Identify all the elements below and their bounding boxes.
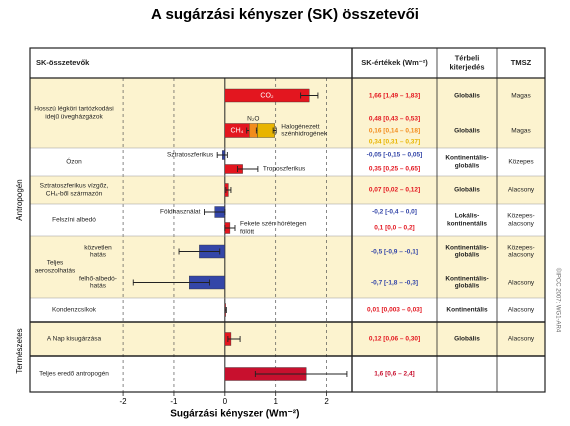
value-label: 1,6 [0,6 – 2,4] [374, 370, 415, 378]
value-label: 0,16 [0,14 – 0,18] [368, 126, 421, 134]
bar [257, 123, 275, 138]
value-label: 1,66 [1,49 – 1,83] [368, 91, 421, 99]
error-bar [224, 307, 227, 313]
value-label: -0,5 [-0,9 – -0,1] [371, 247, 418, 255]
confidence-level: Közepes-alacsony [507, 244, 535, 259]
value-label: 0,48 [0,43 – 0,53] [368, 115, 421, 123]
column-header: TMSZ [510, 57, 532, 67]
chart-title: A sugárzási kényszer (SK) összetevői [151, 6, 419, 23]
value-label: 0,01 [0,003 – 0,03] [367, 306, 422, 314]
bar-label: Földhasználat [160, 208, 201, 216]
confidence-level: Közepes-alacsony [507, 212, 535, 228]
error-bar [237, 166, 259, 172]
error-bar [216, 152, 228, 158]
frame [29, 47, 546, 393]
x-axis-title: Sugárzási kényszer (Wm⁻²) [170, 409, 299, 420]
bar-label: N₂O [247, 114, 260, 122]
spatial-extent: Kontinentális [446, 306, 488, 314]
confidence-level: Magas [511, 91, 531, 99]
value-label: 0,35 [0,25 – 0,65] [368, 165, 421, 173]
x-tick-label: -2 [120, 397, 128, 406]
bar-label: Sztratoszferikus [166, 151, 214, 159]
confidence-level: Alacsony [507, 335, 535, 343]
side-label: Antropogén [15, 179, 24, 220]
error-bar [178, 248, 221, 255]
x-tick-label: 2 [324, 397, 329, 406]
row-name: Ózon [66, 158, 82, 166]
x-tick-label: -1 [170, 397, 178, 406]
bar-label: Halogénezett szénhidrogének [281, 123, 328, 138]
row-background [30, 322, 545, 356]
row-name: Kondenzcsíkok [51, 306, 97, 314]
error-bar [254, 371, 348, 377]
row-name: Teljes eredő antropogén [39, 370, 109, 378]
error-bar [300, 92, 319, 99]
value-label: 0,1 [0,0 – 0,2] [374, 224, 415, 232]
value-label: 0,12 [0,06 – 0,30] [368, 335, 421, 343]
value-label: -0,2 [-0,4 – 0,0] [372, 208, 417, 216]
error-bar [224, 225, 236, 231]
confidence-level: Magas [511, 126, 531, 134]
row-name: Teljes aeroszolhatás [34, 259, 76, 275]
row-background [30, 236, 545, 298]
column-header: Térbeli kiterjedés [449, 53, 485, 71]
spatial-extent: Lokális-kontinentális [446, 212, 488, 228]
spatial-extent: Kontinentális-globális [445, 275, 489, 290]
row-name: Felszíni albedó [52, 216, 96, 224]
row-name: A Nap kisugárzása [46, 335, 102, 343]
confidence-level: Alacsony [507, 306, 535, 314]
row-name: Sztratoszferikus vízgőz, CH₄-ből származ… [39, 182, 109, 198]
header-background [30, 48, 545, 78]
subrow-name: közvetlen hatás [84, 244, 112, 259]
column-header: SK-értékek (Wm⁻²) [361, 57, 428, 67]
credit: ©IPCC 2007: WG1-AR4 [554, 268, 561, 333]
subrow-name: felhő-albedó-hatás [79, 275, 117, 290]
bar-label: CO₂ [260, 91, 274, 99]
column-header: SK-összetevők [36, 57, 90, 67]
row-name: Hosszú légköri tartózkodási idejű üveghá… [34, 105, 114, 121]
error-bar [225, 187, 232, 193]
value-label: -0,05 [-0,15 – 0,05] [366, 151, 423, 159]
spatial-extent: Globális [454, 126, 480, 134]
confidence-level: Közepes [508, 158, 534, 166]
spatial-extent: Globális [454, 335, 480, 343]
error-bar [272, 127, 277, 134]
confidence-level: Alacsony [507, 186, 535, 194]
bar-label: Fekete szén hórétegen fölött [240, 220, 307, 236]
bar-label: CH₄ [230, 126, 244, 134]
x-tick-label: 0 [223, 397, 228, 406]
value-label: 0,34 [0,31 – 0,37] [368, 138, 421, 146]
value-label: 0,07 [0,02 – 0,12] [368, 186, 421, 194]
value-label: -0,7 [-1,8 – -0,3] [371, 278, 418, 286]
bar-label: Troposzferikus [262, 165, 306, 173]
error-bar [132, 279, 211, 286]
spatial-extent: Globális [454, 91, 480, 99]
confidence-level: Alacsony [507, 278, 535, 286]
error-bar [227, 336, 241, 342]
spatial-extent: Kontinentális-globális [445, 244, 489, 259]
error-bar [204, 209, 226, 215]
spatial-extent: Kontinentális-globális [445, 154, 489, 170]
row-background [30, 176, 545, 204]
spatial-extent: Globális [454, 186, 480, 194]
side-label: Természetes [15, 328, 24, 373]
x-tick-label: 1 [273, 397, 278, 406]
